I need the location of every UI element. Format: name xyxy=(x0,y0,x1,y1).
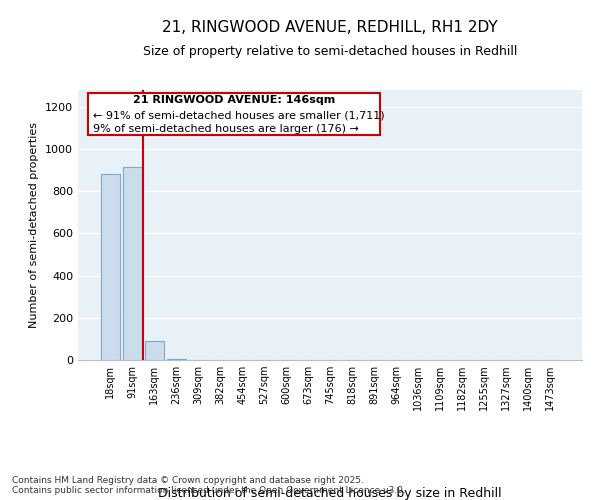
Text: 9% of semi-detached houses are larger (176) →: 9% of semi-detached houses are larger (1… xyxy=(93,124,359,134)
FancyBboxPatch shape xyxy=(88,92,380,134)
Text: ← 91% of semi-detached houses are smaller (1,711): ← 91% of semi-detached houses are smalle… xyxy=(93,110,385,120)
Text: Size of property relative to semi-detached houses in Redhill: Size of property relative to semi-detach… xyxy=(143,45,517,58)
Text: 21 RINGWOOD AVENUE: 146sqm: 21 RINGWOOD AVENUE: 146sqm xyxy=(133,96,335,106)
Bar xyxy=(123,167,142,360)
Bar xyxy=(145,341,164,360)
X-axis label: Distribution of semi-detached houses by size in Redhill: Distribution of semi-detached houses by … xyxy=(158,487,502,500)
Bar xyxy=(101,174,119,360)
Text: Contains HM Land Registry data © Crown copyright and database right 2025.
Contai: Contains HM Land Registry data © Crown c… xyxy=(12,476,406,495)
Y-axis label: Number of semi-detached properties: Number of semi-detached properties xyxy=(29,122,40,328)
Text: 21, RINGWOOD AVENUE, REDHILL, RH1 2DY: 21, RINGWOOD AVENUE, REDHILL, RH1 2DY xyxy=(162,20,498,35)
